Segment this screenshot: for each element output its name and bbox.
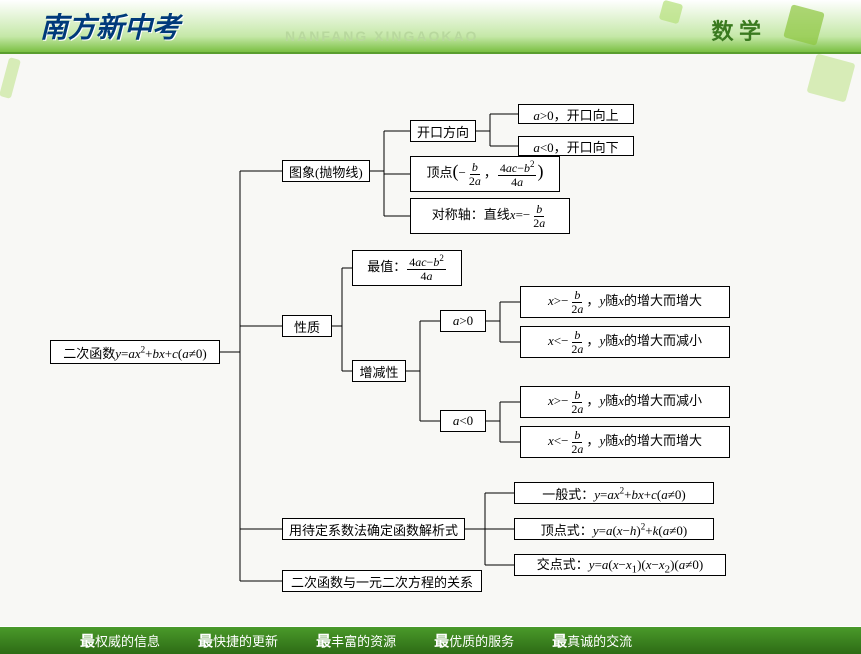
diagram-area: 二次函数y=ax2+bx+c(a≠0) 图象(抛物线) 性质 用待定系数法确定函… bbox=[0, 60, 861, 620]
node-coefficients: 用待定系数法确定函数解析式 bbox=[282, 518, 465, 540]
node-opening-down: a<0，开口向下 bbox=[518, 136, 634, 156]
node-a-pos: a>0 bbox=[440, 310, 486, 332]
node-vertex: 顶点(−b2a，4ac−b24a) bbox=[410, 156, 560, 192]
node-general-form: 一般式：y=ax2+bx+c(a≠0) bbox=[514, 482, 714, 504]
footer-item: 最快捷的更新 bbox=[198, 630, 278, 651]
decor-cube-icon bbox=[659, 0, 683, 24]
node-d3: x>−b2a，y随x的增大而减小 bbox=[520, 386, 730, 418]
node-extreme: 最值：4ac−b24a bbox=[352, 250, 462, 286]
header-pinyin: NANFANG XINGAOKAO bbox=[285, 28, 478, 44]
header: 南方新中考 NANFANG XINGAOKAO 数 学 bbox=[0, 0, 861, 54]
node-equation-relation: 二次函数与一元二次方程的关系 bbox=[282, 570, 482, 592]
header-subject: 数 学 bbox=[711, 14, 761, 46]
node-axis: 对称轴：直线x=−b2a bbox=[410, 198, 570, 234]
node-d4: x<−b2a，y随x的增大而增大 bbox=[520, 426, 730, 458]
node-intercept-form: 交点式：y=a(x−x1)(x−x2)(a≠0) bbox=[514, 554, 726, 576]
node-opening: 开口方向 bbox=[410, 120, 476, 142]
footer-item: 最优质的服务 bbox=[434, 630, 514, 651]
node-d2: x<−b2a，y随x的增大而减小 bbox=[520, 326, 730, 358]
footer-item: 最权威的信息 bbox=[80, 630, 160, 651]
node-root: 二次函数y=ax2+bx+c(a≠0) bbox=[50, 340, 220, 364]
node-vertex-form: 顶点式：y=a(x−h)2+k(a≠0) bbox=[514, 518, 714, 540]
node-opening-up: a>0，开口向上 bbox=[518, 104, 634, 124]
node-d1: x>−b2a，y随x的增大而增大 bbox=[520, 286, 730, 318]
node-graph: 图象(抛物线) bbox=[282, 160, 370, 182]
footer-item: 最真诚的交流 bbox=[552, 630, 632, 651]
header-title: 南方新中考 bbox=[40, 6, 180, 46]
footer-item: 最丰富的资源 bbox=[316, 630, 396, 651]
node-a-neg: a<0 bbox=[440, 410, 486, 432]
node-properties: 性质 bbox=[282, 315, 332, 337]
footer: 最权威的信息 最快捷的更新 最丰富的资源 最优质的服务 最真诚的交流 bbox=[0, 626, 861, 654]
decor-cube-icon bbox=[783, 4, 825, 46]
node-monotonicity: 增减性 bbox=[352, 360, 406, 382]
